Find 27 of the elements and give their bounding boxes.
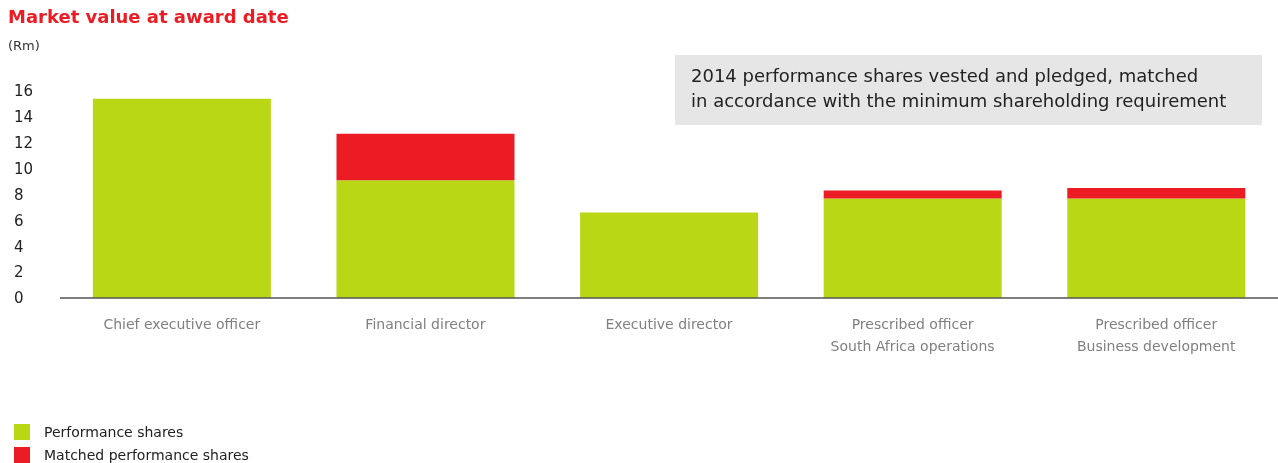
bar xyxy=(580,212,759,298)
chart-title: Market value at award date xyxy=(8,6,289,27)
bar xyxy=(1067,198,1246,298)
y-tick-label: 16 xyxy=(14,82,34,101)
bar xyxy=(823,198,1002,298)
y-tick-label: 14 xyxy=(14,108,34,127)
y-tick-label: 10 xyxy=(14,159,34,178)
bar xyxy=(92,98,271,298)
y-tick-label: 2 xyxy=(14,263,24,282)
legend-label: Matched performance shares xyxy=(44,446,249,463)
x-tick-label: Executive director xyxy=(605,316,733,332)
x-tick-label: Financial director xyxy=(365,316,486,332)
bar xyxy=(336,133,515,181)
y-tick-label: 0 xyxy=(14,289,24,308)
annotation: 2014 performance shares vested and pledged, matched in accordance with the minimum shareholding requirement xyxy=(675,55,1262,125)
y-axis-title: (Rm) xyxy=(8,38,40,53)
x-tick-label: Prescribed officer Business development xyxy=(1076,316,1236,354)
y-tick-label: 4 xyxy=(14,237,24,256)
bar xyxy=(823,190,1002,199)
y-tick-label: 6 xyxy=(14,211,24,230)
x-tick-label: Prescribed officer South Africa operations xyxy=(830,316,995,354)
legend-label: Performance shares xyxy=(44,423,184,440)
x-tick-label: Chief executive officer xyxy=(103,316,261,332)
y-tick-label: 8 xyxy=(14,185,24,204)
bar xyxy=(336,180,515,298)
y-tick-label: 12 xyxy=(14,134,34,153)
bar xyxy=(1067,188,1246,199)
